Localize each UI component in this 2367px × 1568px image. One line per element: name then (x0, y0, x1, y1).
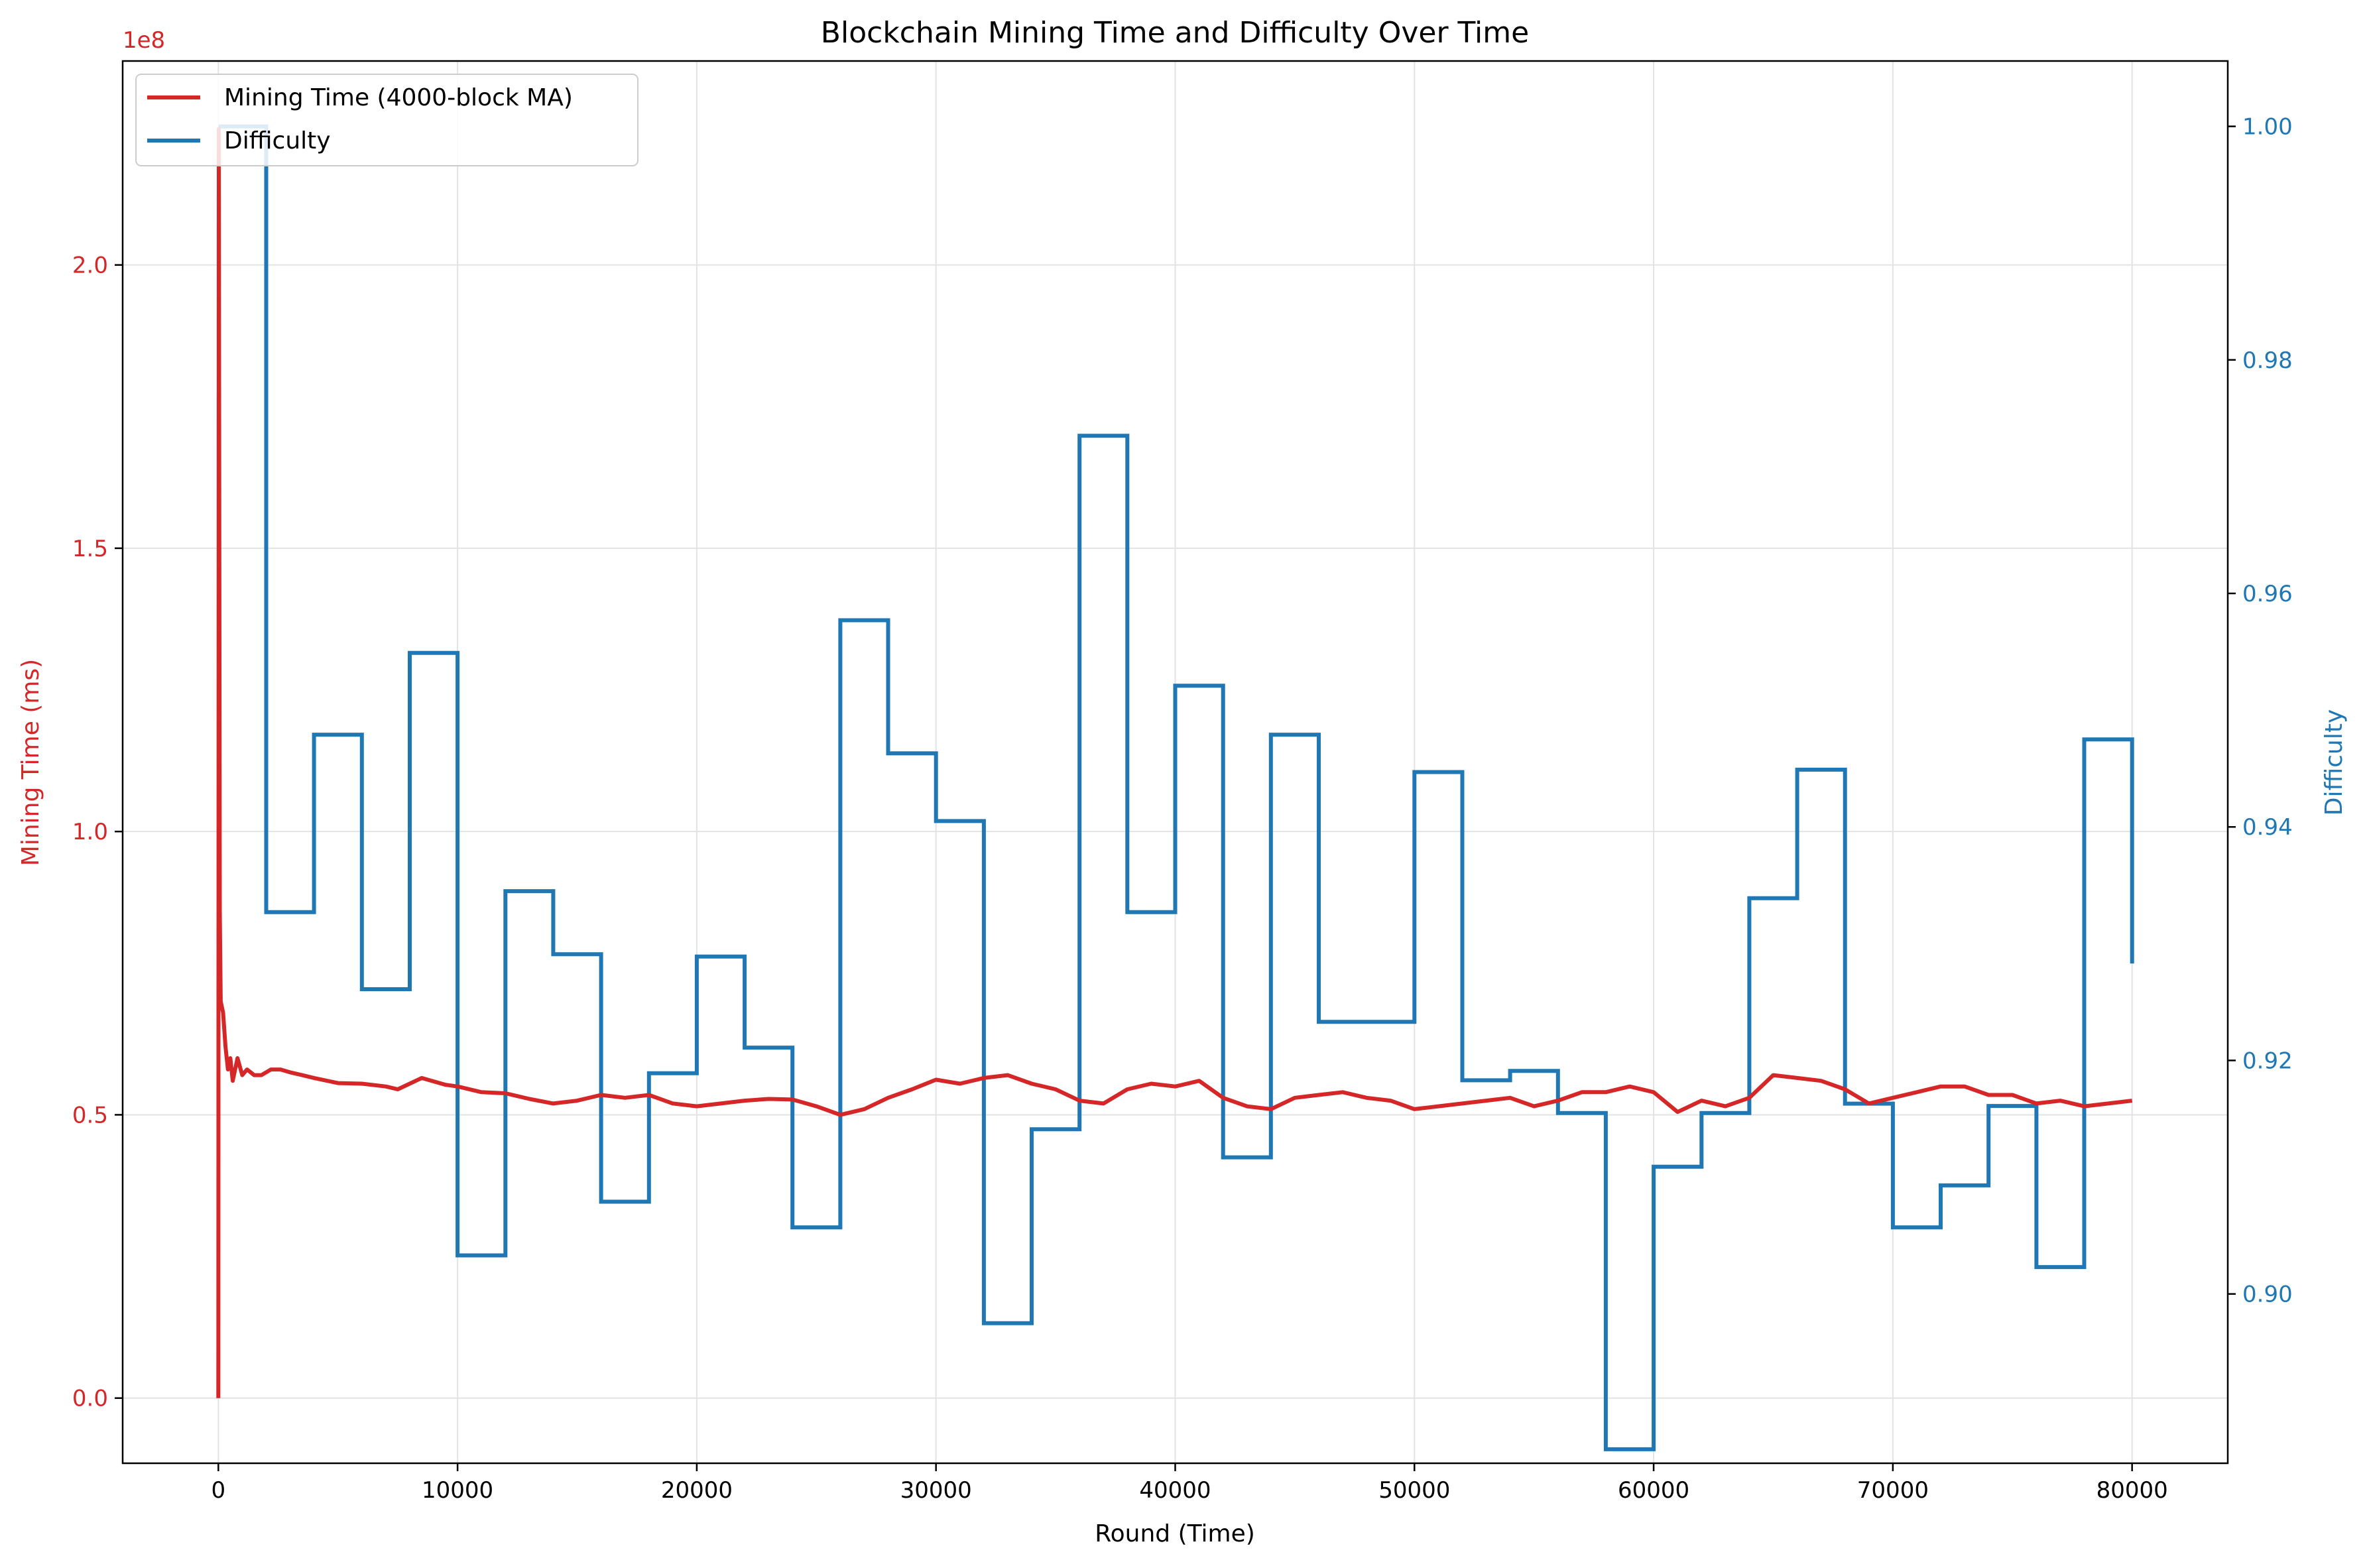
legend: Mining Time (4000-block MA) Difficulty (135, 74, 638, 166)
left-axis-ticks: 0.0 0.5 1.0 1.5 2.0 (72, 253, 123, 1412)
left-tick-label: 0.5 (72, 1102, 108, 1128)
x-tick-label: 30000 (900, 1477, 972, 1504)
right-tick-label: 0.94 (2242, 814, 2293, 841)
left-axis-label: Mining Time (ms) (17, 659, 44, 866)
right-tick-label: 0.98 (2242, 347, 2293, 374)
right-axis-label: Difficulty (2321, 709, 2348, 816)
plot-area-lines (216, 124, 2134, 1451)
x-tick-label: 60000 (1618, 1477, 1689, 1504)
x-tick-label: 20000 (661, 1477, 733, 1504)
x-tick-label: 50000 (1378, 1477, 1450, 1504)
legend-box (135, 74, 638, 166)
x-axis-label: Round (Time) (1095, 1520, 1255, 1547)
x-tick-label: 80000 (2096, 1477, 2168, 1504)
right-tick-label: 0.90 (2242, 1282, 2293, 1308)
x-tick-label: 10000 (422, 1477, 493, 1504)
left-tick-label: 1.0 (72, 819, 108, 845)
legend-difficulty-label: Difficulty (224, 127, 331, 154)
left-tick-label: 0.0 (72, 1386, 108, 1412)
left-tick-label: 2.0 (72, 253, 108, 279)
right-axis-ticks: 0.90 0.92 0.94 0.96 0.98 1.00 (2228, 114, 2293, 1308)
x-axis-ticks: 0 10000 20000 30000 40000 50000 60000 70000 8000… (211, 1463, 2168, 1504)
chart-title: Blockchain Mining Time and Difficulty Ov… (821, 16, 1529, 50)
mining-time-series-line (216, 127, 2133, 1398)
difficulty-series-line (218, 124, 2134, 1451)
left-tick-label: 1.5 (72, 536, 108, 562)
right-tick-label: 0.96 (2242, 581, 2293, 607)
right-tick-label: 0.92 (2242, 1048, 2293, 1074)
left-axis-offset-label: 1e8 (123, 27, 165, 54)
x-tick-label: 40000 (1139, 1477, 1211, 1504)
legend-mining-label: Mining Time (4000-block MA) (224, 84, 573, 111)
x-tick-label: 0 (211, 1477, 225, 1504)
x-tick-label: 70000 (1857, 1477, 1929, 1504)
right-tick-label: 1.00 (2242, 114, 2293, 141)
